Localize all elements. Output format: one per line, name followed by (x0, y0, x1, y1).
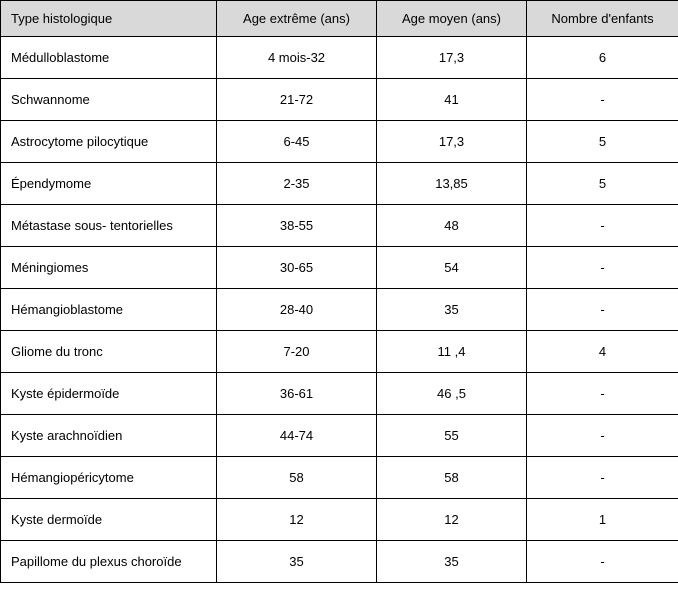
cell-age-extreme: 36-61 (217, 373, 377, 415)
table-row: Métastase sous- tentorielles 38-55 48 - (1, 205, 678, 247)
cell-type: Médulloblastome (1, 37, 217, 79)
cell-type: Papillome du plexus choroïde (1, 541, 217, 583)
col-header-type: Type histologique (1, 1, 217, 37)
cell-nombre: - (527, 205, 678, 247)
cell-age-moyen: 35 (377, 541, 527, 583)
header-row: Type histologique Age extrême (ans) Age … (1, 1, 678, 37)
table-body: Médulloblastome 4 mois-32 17,3 6 Schwann… (1, 37, 678, 583)
cell-age-moyen: 55 (377, 415, 527, 457)
cell-age-extreme: 2-35 (217, 163, 377, 205)
cell-nombre: 6 (527, 37, 678, 79)
table-row: Médulloblastome 4 mois-32 17,3 6 (1, 37, 678, 79)
cell-age-extreme: 6-45 (217, 121, 377, 163)
table-row: Épendymome 2-35 13,85 5 (1, 163, 678, 205)
table-row: Schwannome 21-72 41 - (1, 79, 678, 121)
table-row: Hémangioblastome 28-40 35 - (1, 289, 678, 331)
cell-nombre: 4 (527, 331, 678, 373)
cell-nombre: 5 (527, 163, 678, 205)
cell-age-extreme: 35 (217, 541, 377, 583)
cell-nombre: - (527, 541, 678, 583)
cell-nombre: - (527, 415, 678, 457)
cell-age-extreme: 38-55 (217, 205, 377, 247)
cell-nombre: 1 (527, 499, 678, 541)
cell-age-moyen: 17,3 (377, 37, 527, 79)
cell-age-extreme: 21-72 (217, 79, 377, 121)
cell-nombre: - (527, 289, 678, 331)
cell-age-extreme: 58 (217, 457, 377, 499)
table-row: Méningiomes 30-65 54 - (1, 247, 678, 289)
histology-table: Type histologique Age extrême (ans) Age … (0, 0, 678, 583)
cell-type: Hémangioblastome (1, 289, 217, 331)
table-row: Kyste épidermoïde 36-61 46 ,5 - (1, 373, 678, 415)
table-row: Astrocytome pilocytique 6-45 17,3 5 (1, 121, 678, 163)
table-row: Papillome du plexus choroïde 35 35 - (1, 541, 678, 583)
cell-age-extreme: 28-40 (217, 289, 377, 331)
table-header: Type histologique Age extrême (ans) Age … (1, 1, 678, 37)
col-header-age-extreme: Age extrême (ans) (217, 1, 377, 37)
cell-type: Kyste arachnoïdien (1, 415, 217, 457)
cell-age-moyen: 35 (377, 289, 527, 331)
cell-type: Astrocytome pilocytique (1, 121, 217, 163)
cell-age-moyen: 46 ,5 (377, 373, 527, 415)
table-row: Kyste arachnoïdien 44-74 55 - (1, 415, 678, 457)
col-header-nombre: Nombre d'enfants (527, 1, 678, 37)
cell-nombre: - (527, 247, 678, 289)
cell-type: Gliome du tronc (1, 331, 217, 373)
cell-nombre: 5 (527, 121, 678, 163)
cell-type: Métastase sous- tentorielles (1, 205, 217, 247)
cell-type: Épendymome (1, 163, 217, 205)
cell-age-moyen: 41 (377, 79, 527, 121)
cell-type: Schwannome (1, 79, 217, 121)
cell-age-moyen: 13,85 (377, 163, 527, 205)
cell-age-moyen: 54 (377, 247, 527, 289)
col-header-age-moyen: Age moyen (ans) (377, 1, 527, 37)
cell-type: Méningiomes (1, 247, 217, 289)
cell-age-extreme: 7-20 (217, 331, 377, 373)
cell-nombre: - (527, 373, 678, 415)
cell-age-extreme: 30-65 (217, 247, 377, 289)
cell-age-moyen: 12 (377, 499, 527, 541)
table-row: Hémangiopéricytome 58 58 - (1, 457, 678, 499)
cell-age-moyen: 48 (377, 205, 527, 247)
cell-type: Kyste épidermoïde (1, 373, 217, 415)
cell-age-moyen: 58 (377, 457, 527, 499)
cell-type: Kyste dermoïde (1, 499, 217, 541)
cell-age-extreme: 4 mois-32 (217, 37, 377, 79)
table-row: Gliome du tronc 7-20 11 ,4 4 (1, 331, 678, 373)
cell-age-moyen: 17,3 (377, 121, 527, 163)
cell-age-extreme: 44-74 (217, 415, 377, 457)
cell-type: Hémangiopéricytome (1, 457, 217, 499)
cell-nombre: - (527, 79, 678, 121)
table-row: Kyste dermoïde 12 12 1 (1, 499, 678, 541)
cell-age-extreme: 12 (217, 499, 377, 541)
cell-nombre: - (527, 457, 678, 499)
cell-age-moyen: 11 ,4 (377, 331, 527, 373)
